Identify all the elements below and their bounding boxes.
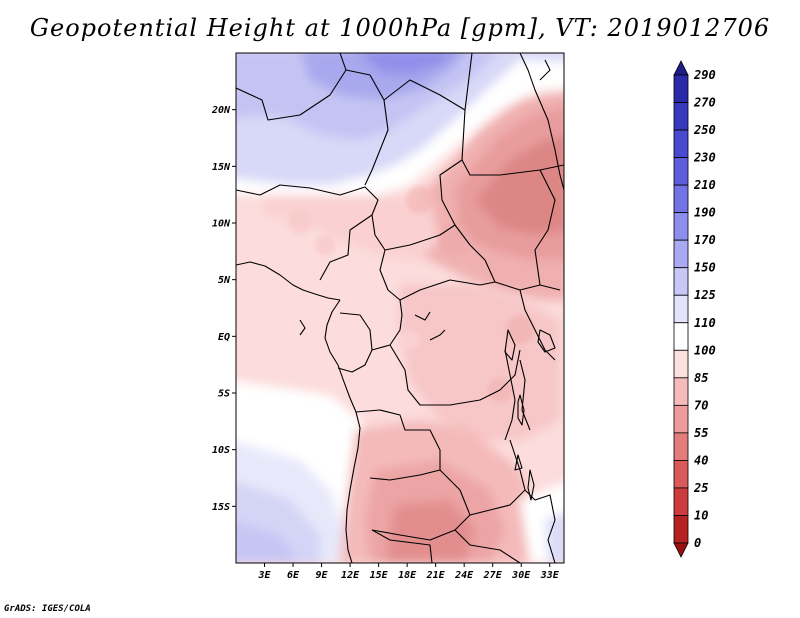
- colorbar-label: 230: [693, 151, 716, 165]
- colorbar-label: 190: [694, 206, 716, 220]
- colorbar-label: 0: [694, 536, 701, 550]
- lon-tick-label: 27E: [483, 570, 503, 581]
- colorbar-segment: [673, 432, 689, 461]
- lat-tick-label: 5S: [218, 389, 230, 400]
- map-frame: [235, 52, 565, 564]
- longitude-axis: 3E 6E 9E 12E 15E 18E 21E 24E 27E 30E 33E: [257, 563, 560, 581]
- colorbar-segment: [673, 349, 689, 379]
- lon-tick-label: 12E: [341, 570, 360, 581]
- colorbar-label: 290: [693, 68, 716, 82]
- colorbar-label: 250: [693, 123, 716, 137]
- lat-tick-label: 15N: [212, 162, 231, 173]
- colorbar-label: 210: [693, 178, 716, 192]
- colorbar-label: 55: [694, 426, 708, 440]
- colorbar-label: 70: [694, 398, 708, 412]
- lon-tick-label: 6E: [287, 570, 300, 581]
- colorbar-segment: [673, 74, 689, 103]
- colorbar-label: 25: [693, 481, 708, 495]
- colorbar-top-triangle: [673, 60, 689, 76]
- colorbar-label: 85: [694, 371, 708, 385]
- colorbar: 2902702502302101901701501251101008570554…: [673, 60, 716, 558]
- grads-credit: GrADS: IGES/COLA: [4, 604, 91, 614]
- lat-tick-label: 10S: [212, 445, 230, 456]
- colorbar-segment: [673, 184, 689, 214]
- lat-tick-label: EQ: [218, 332, 230, 343]
- coastlines-borders: [236, 53, 564, 563]
- latitude-axis: 20N 15N 10N 5N EQ 5S 10S 15S: [211, 105, 236, 513]
- colorbar-segment: [673, 129, 689, 158]
- lat-tick-label: 20N: [211, 105, 231, 116]
- shaded-field: [236, 53, 564, 563]
- lat-tick-label: 15S: [212, 502, 230, 513]
- colorbar-segment: [673, 157, 689, 186]
- lon-tick-label: 30E: [511, 570, 531, 581]
- colorbar-segment: [673, 404, 689, 434]
- lon-tick-label: 33E: [540, 570, 560, 581]
- colorbar-label: 10: [694, 508, 708, 522]
- colorbar-segment: [673, 294, 689, 324]
- colorbar-label: 110: [694, 316, 716, 330]
- colorbar-segment: [673, 102, 689, 131]
- colorbar-segment: [673, 239, 689, 269]
- lon-tick-label: 21E: [426, 570, 446, 581]
- chart-title: Geopotential Height at 1000hPa [gpm], VT…: [29, 14, 771, 42]
- colorbar-segment: [673, 212, 689, 241]
- lon-tick-label: 18E: [398, 570, 417, 581]
- colorbar-label: 170: [694, 233, 716, 247]
- colorbar-segment: [673, 377, 689, 406]
- colorbar-label: 150: [694, 261, 716, 275]
- colorbar-label: 40: [694, 453, 708, 467]
- colorbar-bottom-triangle: [673, 542, 689, 558]
- lon-tick-label: 3E: [257, 570, 271, 581]
- colorbar-segment: [673, 515, 689, 544]
- lon-tick-label: 9E: [316, 570, 329, 581]
- colorbar-segment: [673, 487, 689, 516]
- colorbar-segment: [673, 267, 689, 296]
- lat-tick-label: 10N: [212, 219, 231, 230]
- colorbar-label: 100: [694, 343, 716, 357]
- lon-tick-label: 15E: [370, 570, 389, 581]
- lat-tick-label: 5N: [218, 275, 231, 286]
- colorbar-label: 125: [694, 288, 716, 302]
- colorbar-label: 270: [693, 96, 716, 110]
- colorbar-segment: [673, 322, 689, 351]
- lon-tick-label: 24E: [454, 570, 474, 581]
- colorbar-segment: [673, 460, 689, 489]
